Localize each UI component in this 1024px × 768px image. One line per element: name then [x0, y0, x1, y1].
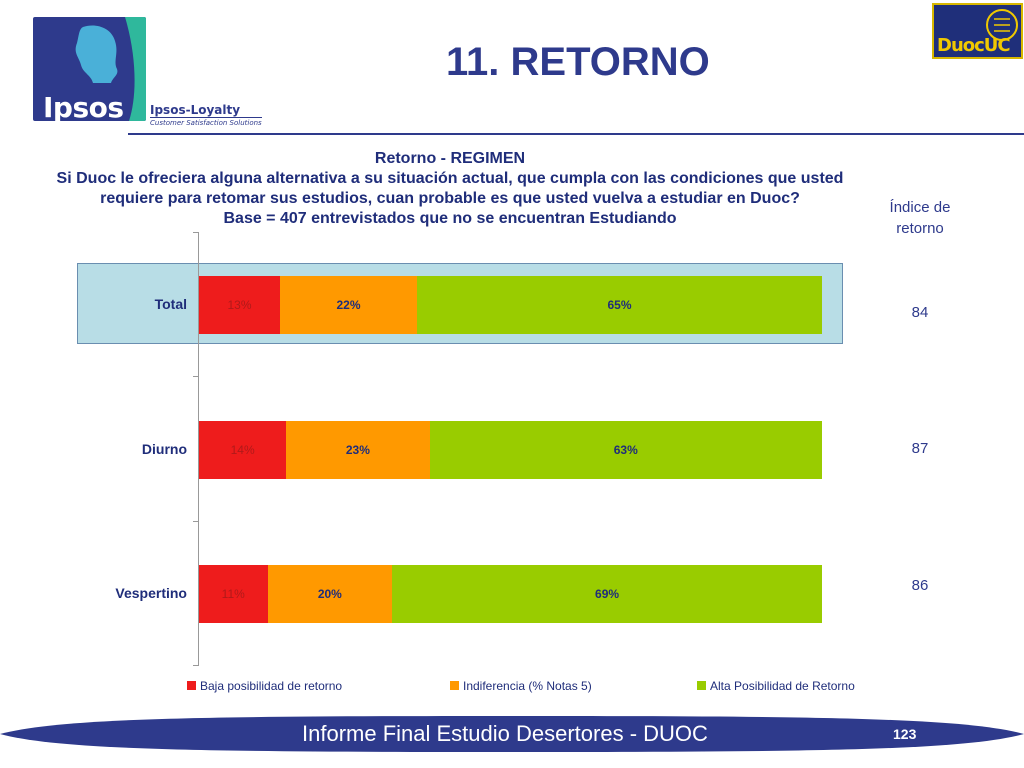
category-label: Vespertino: [115, 585, 187, 601]
legend-label-alta: Alta Posibilidad de Retorno: [710, 679, 855, 693]
axis-tick: [193, 232, 199, 233]
index-header-line-1: Índice de: [889, 199, 951, 216]
ipsos-head-icon: [75, 17, 146, 121]
bar-data-label: 69%: [595, 587, 620, 601]
bar-data-label: 65%: [607, 298, 632, 312]
header-divider: [128, 133, 1024, 135]
retorno-index-value: 86: [911, 577, 929, 594]
legend-swatch-red: [187, 681, 196, 690]
retorno-index-value: 84: [911, 304, 929, 321]
duoc-logo-text: DuocUC: [937, 35, 1011, 56]
bar-segment: [279, 276, 418, 334]
loyalty-subtitle: Customer Satisfaction Solutions: [150, 117, 262, 127]
axis-tick: [193, 376, 199, 377]
index-header-line-2: retorno: [896, 220, 944, 237]
bar-data-label: 20%: [317, 587, 342, 601]
category-label: Diurno: [141, 441, 187, 457]
bar-segment: [286, 421, 430, 479]
bar-segment: [417, 276, 822, 334]
chart-title: Retorno - REGIMEN: [374, 150, 526, 167]
ipsos-logo: Ipsos: [33, 17, 146, 121]
duoc-logo: DuocUC: [932, 3, 1023, 59]
ipsos-logo-text: Ipsos: [43, 91, 124, 121]
bar-segment: [267, 565, 393, 623]
bar-segment: [429, 421, 822, 479]
chart-question-line-2: requiere para retomar sus estudios, cuan…: [100, 190, 800, 207]
bar-data-label: 14%: [230, 443, 255, 457]
page-number: 123: [893, 726, 917, 742]
bar-segment: [199, 421, 287, 479]
bar-data-label: 22%: [336, 298, 361, 312]
index-column-header: Índice de retorno: [868, 197, 972, 239]
ipsos-loyalty-tagline: Ipsos-Loyalty Customer Satisfaction Solu…: [150, 103, 262, 127]
legend-item-alta: Alta Posibilidad de Retorno: [697, 679, 855, 693]
category-label: Total: [154, 296, 187, 312]
bar-segment: [392, 565, 822, 623]
category-axis: [198, 232, 199, 665]
bar-segment: [199, 565, 268, 623]
legend-swatch-orange: [450, 681, 459, 690]
axis-tick: [193, 665, 199, 666]
bar-data-label: 11%: [221, 587, 245, 601]
chart-base-note: Base = 407 entrevistados que no se encue…: [223, 210, 677, 227]
page-title: 11. RETORNO: [446, 40, 710, 84]
legend-label-baja: Baja posibilidad de retorno: [200, 679, 343, 693]
legend-label-indiferencia: Indiferencia (% Notas 5): [463, 679, 592, 693]
loyalty-title: Ipsos-Loyalty: [150, 103, 241, 117]
bar-data-label: 23%: [345, 443, 370, 457]
chart-question-line-1: Si Duoc le ofreciera alguna alternativa …: [56, 170, 844, 187]
legend-item-baja: Baja posibilidad de retorno: [187, 679, 342, 693]
legend-item-indiferencia: Indiferencia (% Notas 5): [450, 679, 592, 693]
duoc-crest-icon: [986, 9, 1018, 41]
bar-data-label: 13%: [227, 298, 252, 312]
footer-title: Informe Final Estudio Desertores - DUOC: [302, 721, 708, 746]
footer-banner: [0, 716, 1024, 752]
bar-data-label: 63%: [613, 443, 638, 457]
axis-tick: [193, 521, 199, 522]
legend-swatch-green: [697, 681, 706, 690]
bar-segment: [199, 276, 280, 334]
retorno-index-value: 87: [911, 440, 929, 457]
